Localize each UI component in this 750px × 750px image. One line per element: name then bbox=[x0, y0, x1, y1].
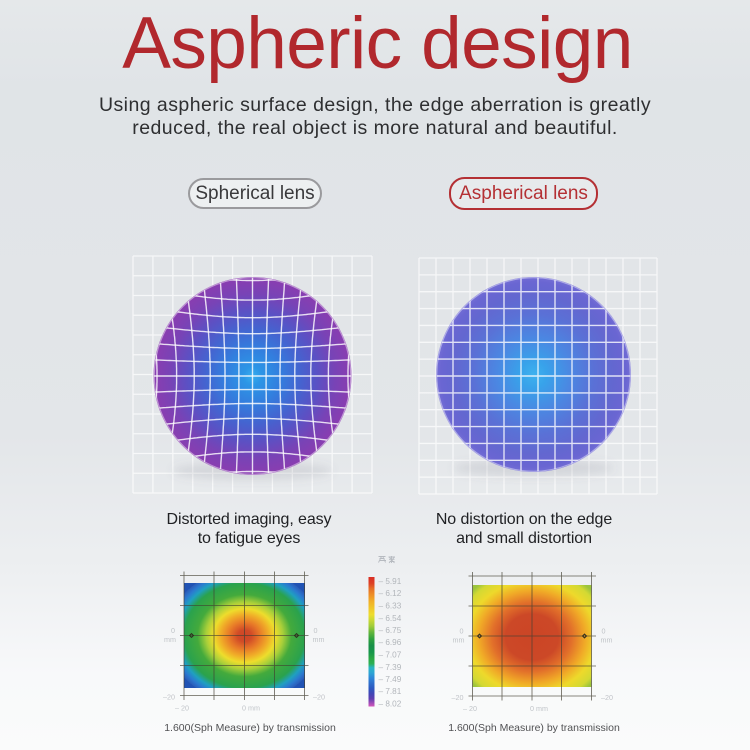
svg-text:0 mm: 0 mm bbox=[242, 704, 260, 713]
svg-text:– 5.91: – 5.91 bbox=[379, 577, 402, 586]
svg-text:0: 0 bbox=[460, 627, 464, 636]
svg-text:– 20: – 20 bbox=[463, 704, 477, 713]
svg-text:– 7.07: – 7.07 bbox=[379, 651, 402, 660]
svg-text:0 mm: 0 mm bbox=[530, 704, 548, 713]
svg-text:–20: –20 bbox=[163, 692, 175, 701]
svg-text:– 6.33: – 6.33 bbox=[379, 602, 402, 611]
svg-text:–20: –20 bbox=[452, 693, 464, 702]
svg-text:– 6.75: – 6.75 bbox=[379, 626, 402, 635]
svg-text:– 7.49: – 7.49 bbox=[379, 675, 402, 684]
svg-text:–20: –20 bbox=[313, 692, 325, 701]
svg-text:–20: –20 bbox=[601, 693, 613, 702]
svg-text:– 20: – 20 bbox=[175, 704, 189, 713]
svg-text:mm: mm bbox=[601, 636, 613, 645]
svg-text:– 6.12: – 6.12 bbox=[379, 589, 402, 598]
svg-text:– 8.02: – 8.02 bbox=[379, 700, 402, 709]
svg-text:mm: mm bbox=[164, 635, 176, 644]
svg-text:0: 0 bbox=[171, 626, 175, 635]
svg-text:0: 0 bbox=[314, 626, 318, 635]
svg-text:– 6.96: – 6.96 bbox=[379, 638, 402, 647]
svg-text:– 7.81: – 7.81 bbox=[379, 687, 402, 696]
svg-text:mm: mm bbox=[453, 636, 465, 645]
svg-text:0: 0 bbox=[602, 627, 606, 636]
svg-text:– 6.54: – 6.54 bbox=[379, 614, 402, 623]
svg-text:– 7.39: – 7.39 bbox=[379, 663, 402, 672]
svg-text:mm: mm bbox=[313, 635, 325, 644]
